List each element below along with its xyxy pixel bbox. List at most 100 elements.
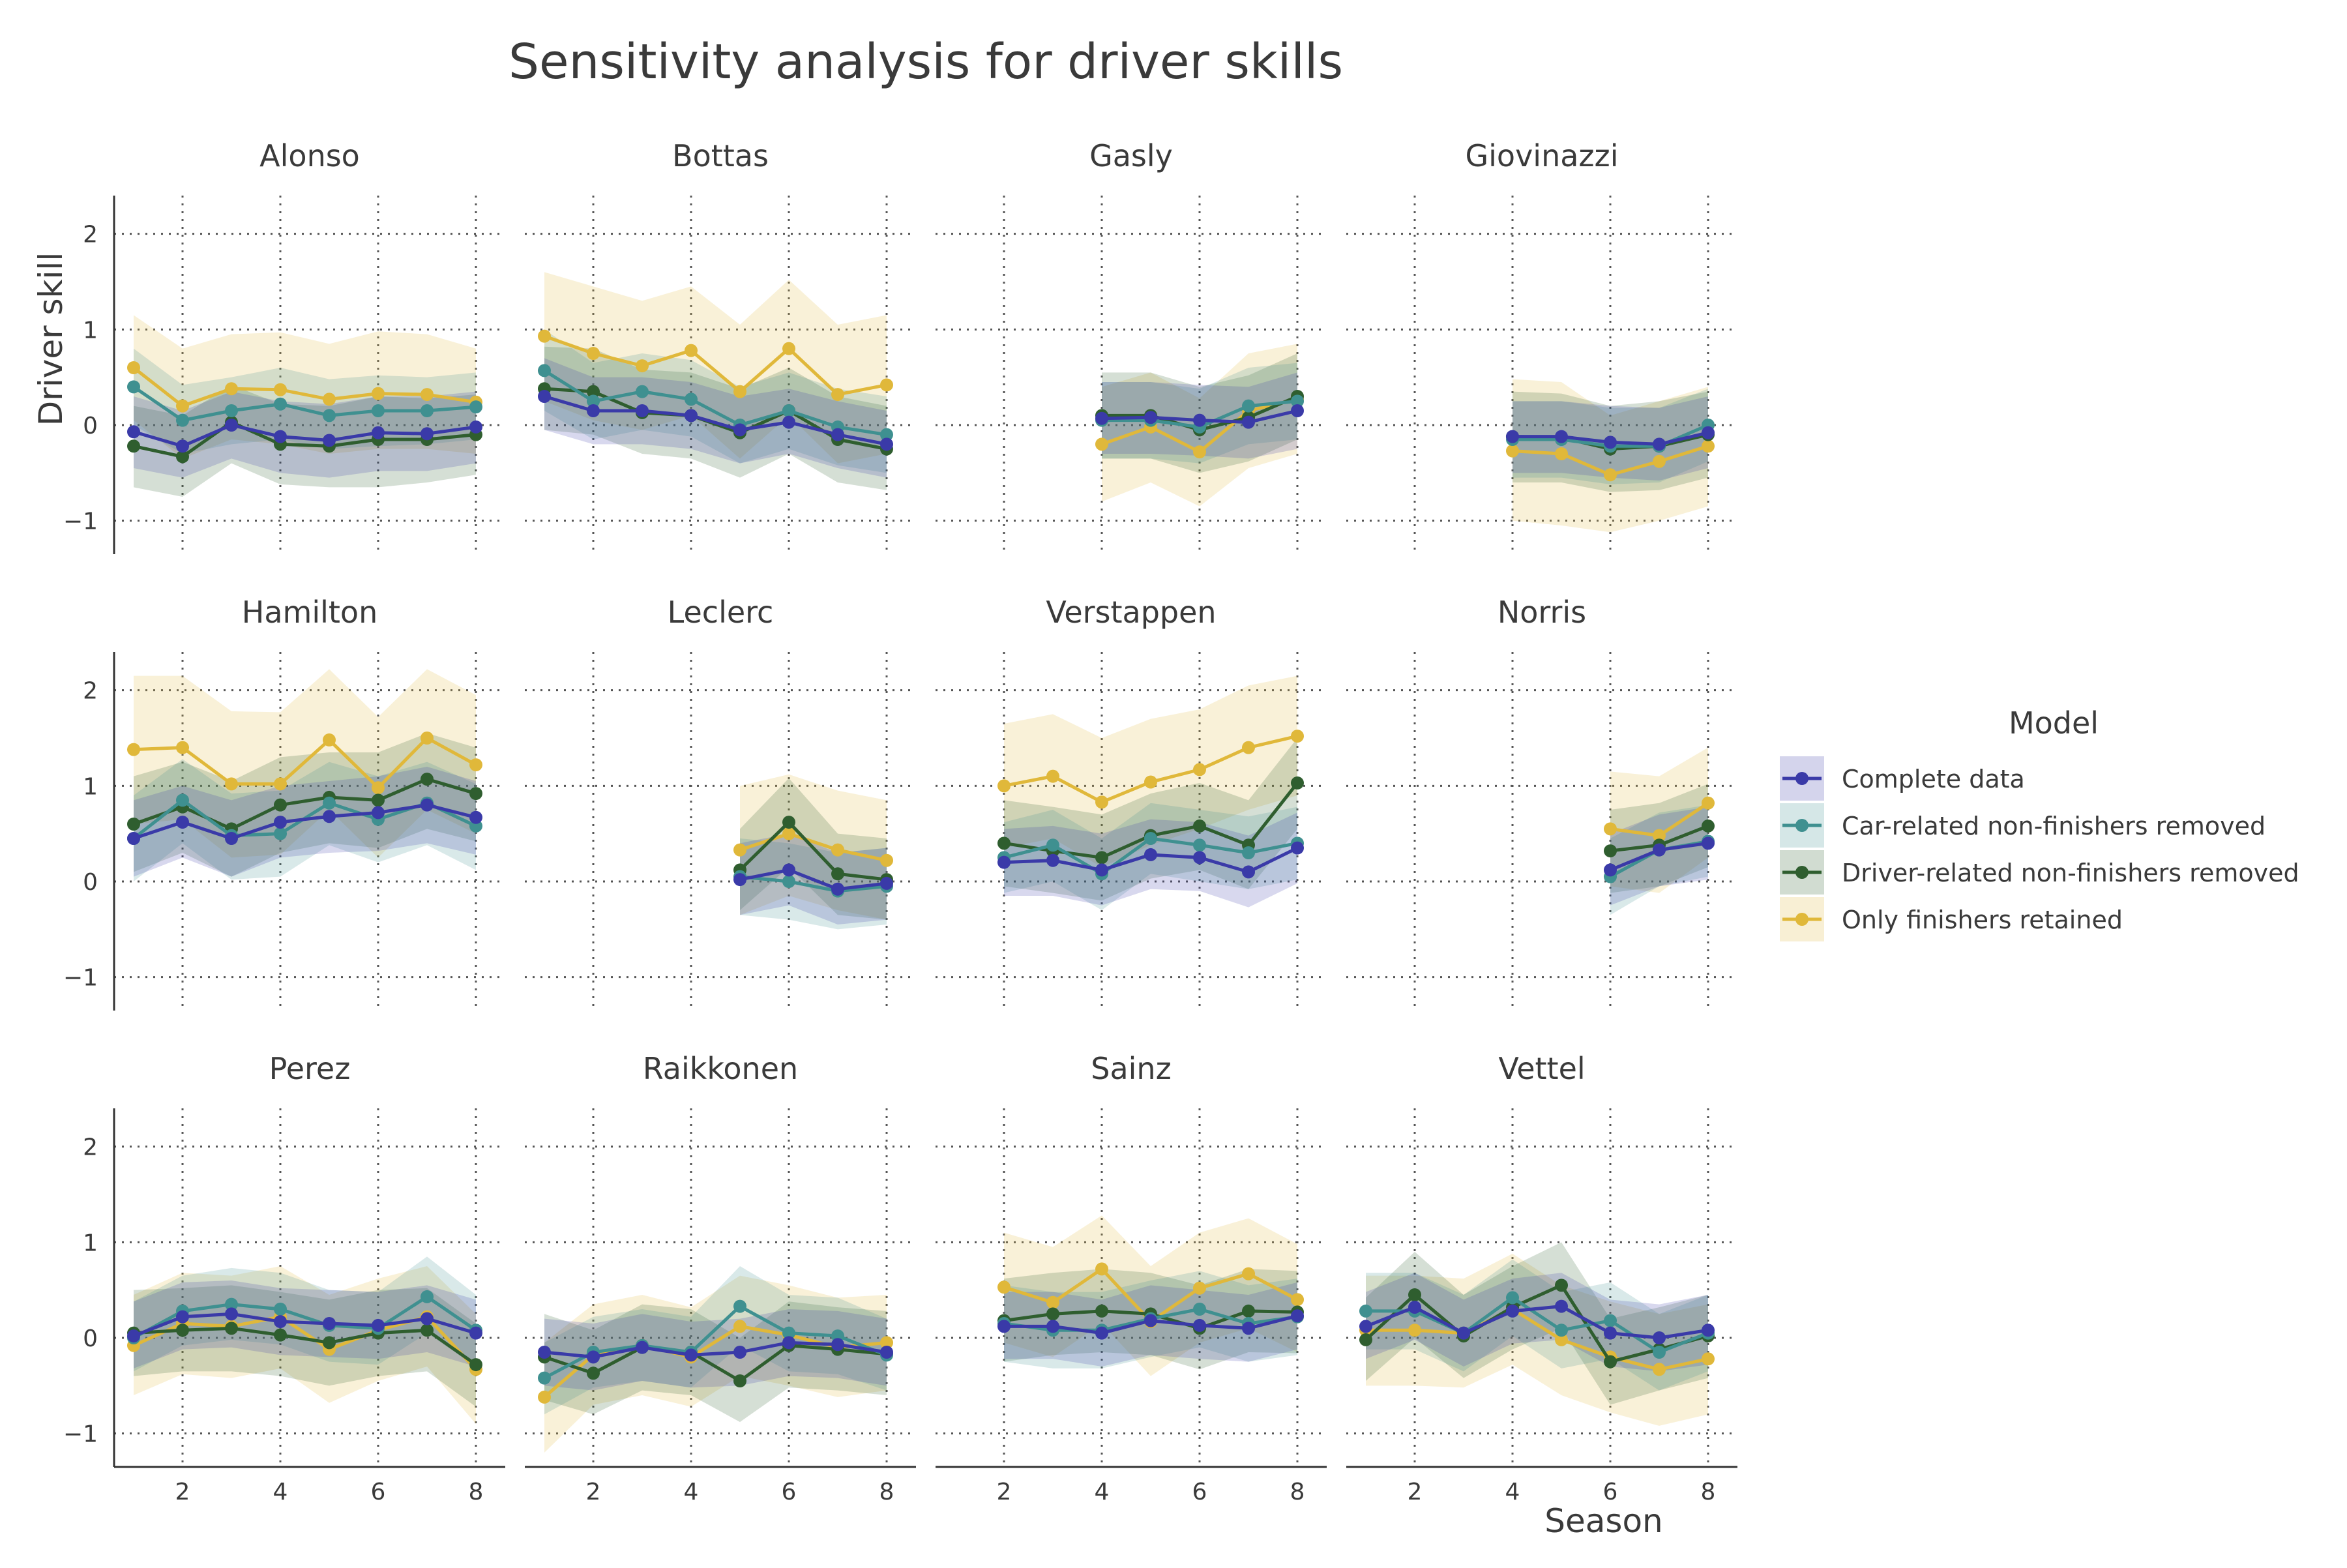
point-driver	[1242, 1304, 1255, 1318]
panel-bottas: Bottas	[525, 138, 916, 554]
x-tick-label: 8	[879, 1479, 894, 1505]
point-car	[538, 364, 551, 377]
point-complete	[176, 439, 189, 453]
point-finish	[587, 347, 600, 360]
point-complete	[636, 1340, 649, 1354]
ribbon-complete	[134, 1280, 476, 1368]
point-driver	[176, 450, 189, 464]
series-line-finish	[133, 735, 477, 790]
ribbon-driver	[1102, 353, 1297, 473]
point-complete	[782, 1336, 795, 1350]
point-finish	[831, 388, 844, 402]
point-complete	[176, 1310, 189, 1324]
point-finish	[1702, 439, 1715, 453]
panel-title-hamilton: Hamilton	[242, 595, 377, 630]
point-complete	[1604, 863, 1617, 877]
point-finish	[1242, 741, 1255, 754]
point-driver	[225, 1322, 238, 1335]
point-complete	[421, 427, 434, 441]
point-complete	[1095, 1326, 1108, 1340]
point-complete	[1359, 1320, 1372, 1333]
point-complete	[1506, 430, 1519, 443]
x-tick-label: 2	[1408, 1479, 1423, 1505]
point-car	[176, 413, 189, 427]
point-finish	[1095, 795, 1108, 809]
ribbon-finish	[134, 315, 476, 459]
panels-layer: Alonso −1 0 1 2 Bottas Gasly Giovinazzi Hamilton…	[63, 138, 1737, 1505]
y-tick-label: 0	[83, 413, 98, 439]
point-car	[323, 409, 336, 422]
point-finish	[421, 388, 434, 402]
point-complete	[323, 434, 336, 447]
ribbon-complete	[544, 358, 887, 478]
point-complete	[274, 430, 287, 443]
point-finish	[1095, 1262, 1108, 1276]
point-finish	[997, 779, 1011, 793]
panel-title-raikkonen: Raikkonen	[643, 1051, 798, 1086]
point-finish	[1046, 769, 1059, 783]
point-complete	[538, 390, 551, 403]
point-finish	[323, 733, 336, 747]
series-line-complete	[1365, 1305, 1709, 1340]
panel-giovinazzi: Giovinazzi	[1346, 138, 1737, 554]
panel-raikkonen: Raikkonen 2 4 6 8	[525, 1051, 916, 1505]
point-finish	[782, 827, 795, 840]
point-complete	[1144, 411, 1157, 424]
point-driver	[587, 1367, 600, 1380]
series-line-driver	[739, 820, 887, 881]
point-finish	[831, 843, 844, 857]
x-tick-label: 4	[1095, 1479, 1110, 1505]
legend-item-complete: Complete data	[1780, 756, 2025, 801]
x-tick-label: 2	[997, 1479, 1012, 1505]
point-finish	[323, 392, 336, 406]
y-tick-label: 2	[83, 1134, 98, 1161]
point-finish	[225, 777, 238, 791]
series-line-complete	[133, 423, 477, 448]
point-finish	[469, 758, 482, 772]
point-car	[225, 404, 238, 417]
panel-vettel: Vettel 2 4 6 8	[1346, 1051, 1737, 1505]
point-finish	[127, 361, 140, 374]
point-finish	[1604, 822, 1617, 836]
point-driver	[274, 798, 287, 812]
point-finish	[733, 385, 746, 398]
point-car	[1242, 846, 1255, 859]
point-complete	[176, 816, 189, 829]
ribbon-finish	[1610, 747, 1708, 893]
point-complete	[685, 1348, 698, 1362]
legend-marker-car	[1795, 819, 1808, 832]
ribbon-complete	[544, 1309, 887, 1391]
ribbon-finish	[1366, 1253, 1708, 1426]
point-driver	[1702, 819, 1715, 833]
legend-item-car: Car-related non-finishers removed	[1780, 803, 2266, 848]
ribbon-complete	[1366, 1273, 1708, 1372]
point-complete	[733, 1346, 746, 1359]
point-complete	[831, 882, 844, 896]
point-finish	[1046, 1295, 1059, 1309]
point-complete	[1702, 426, 1715, 439]
point-finish	[1506, 444, 1519, 458]
series-line-driver	[133, 777, 477, 831]
point-complete	[421, 798, 434, 812]
point-car	[1653, 1346, 1666, 1359]
point-car	[1506, 1291, 1519, 1305]
point-finish	[733, 1320, 746, 1333]
point-complete	[421, 1312, 434, 1325]
point-driver	[323, 1336, 336, 1350]
point-complete	[831, 1338, 844, 1352]
series-line-finish	[1366, 1307, 1709, 1371]
y-tick-label: −1	[63, 509, 98, 535]
legend: Model Complete data Car-related non-finis…	[1780, 705, 2299, 941]
y-tick-label: 1	[83, 773, 98, 800]
point-finish	[372, 781, 385, 795]
point-complete	[469, 420, 482, 434]
ribbon-finish	[1004, 1215, 1297, 1376]
point-complete	[880, 437, 893, 451]
y-tick-label: −1	[63, 965, 98, 992]
legend-label-driver: Driver-related non-finishers removed	[1842, 859, 2299, 887]
point-complete	[1242, 1322, 1255, 1335]
point-car	[685, 392, 698, 406]
point-complete	[1604, 436, 1617, 449]
point-car	[1144, 832, 1157, 845]
